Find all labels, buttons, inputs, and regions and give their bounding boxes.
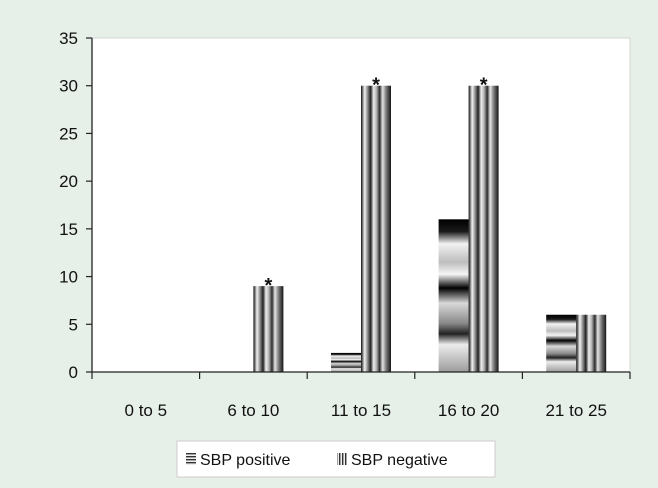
y-tick-label: 5	[69, 315, 78, 334]
y-tick-label: 10	[59, 268, 78, 287]
bar-sbp-negative	[253, 286, 284, 372]
legend-box	[176, 440, 496, 478]
y-tick-label: 15	[59, 220, 78, 239]
bar-sbp-positive	[546, 314, 577, 372]
bar-sbp-negative	[361, 85, 391, 372]
bars	[253, 85, 607, 372]
legend-swatch-sbp-positive	[186, 453, 196, 465]
x-category-label: 6 to 10	[227, 401, 279, 420]
bar-sbp-positive	[438, 219, 469, 372]
legend-label-sbp-negative: SBP negative	[351, 452, 448, 469]
bar-sbp-negative	[576, 314, 607, 372]
x-axis-ticks	[91, 372, 631, 379]
legend-swatch-sbp-negative	[337, 453, 347, 465]
significance-markers: * * *	[265, 75, 488, 297]
bar-sbp-negative	[468, 85, 499, 372]
legend: SBP positive SBP negative	[176, 440, 496, 478]
significance-star: *	[372, 75, 380, 97]
y-axis-ticks: 0 5 10 15 20 25 30 35	[59, 29, 92, 382]
legend-label-sbp-positive: SBP positive	[200, 452, 291, 469]
y-tick-label: 35	[59, 29, 78, 48]
significance-star: *	[265, 275, 273, 297]
x-axis-category-labels: 0 to 5 6 to 10 11 to 15 16 to 20 21 to 25	[125, 401, 607, 420]
y-tick-label: 25	[59, 124, 78, 143]
y-tick-label: 0	[69, 363, 78, 382]
y-tick-label: 30	[59, 77, 78, 96]
significance-star: *	[480, 75, 488, 97]
bar-sbp-positive	[331, 352, 361, 372]
x-category-label: 21 to 25	[545, 401, 606, 420]
x-category-label: 11 to 15	[331, 401, 391, 420]
x-category-label: 0 to 5	[125, 401, 168, 420]
y-tick-label: 20	[59, 172, 78, 191]
x-category-label: 16 to 20	[438, 401, 499, 420]
